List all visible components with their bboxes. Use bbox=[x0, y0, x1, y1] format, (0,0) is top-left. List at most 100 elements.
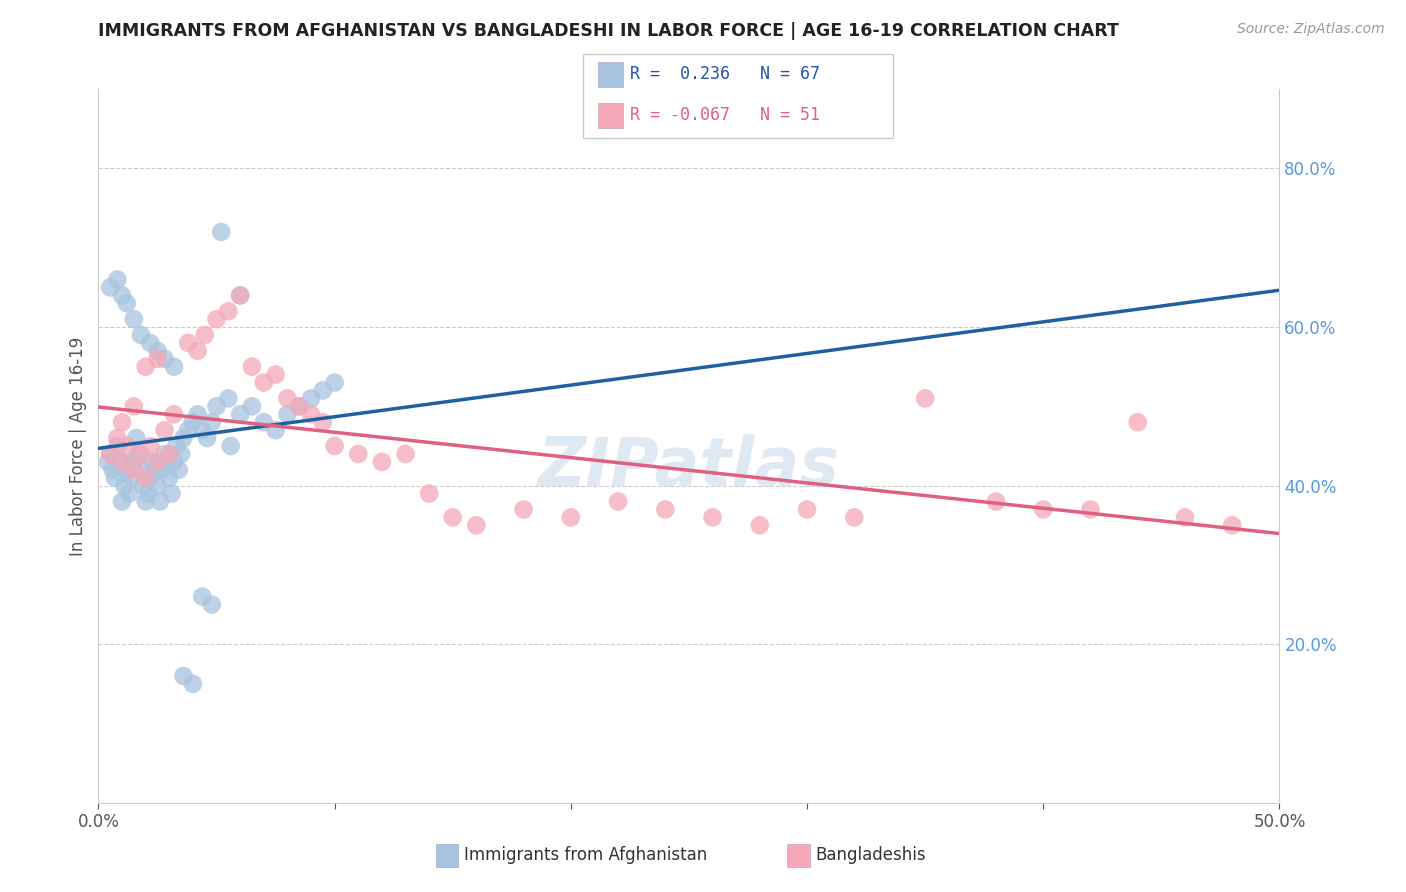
Point bbox=[560, 510, 582, 524]
Point bbox=[187, 343, 209, 358]
Point bbox=[101, 463, 124, 477]
Point bbox=[312, 415, 335, 429]
Point bbox=[136, 486, 159, 500]
Point bbox=[128, 447, 150, 461]
Point bbox=[654, 502, 676, 516]
Point bbox=[844, 510, 866, 524]
Point bbox=[172, 669, 194, 683]
Point bbox=[371, 455, 394, 469]
Text: R =  0.236   N = 67: R = 0.236 N = 67 bbox=[630, 65, 820, 83]
Point bbox=[132, 478, 155, 492]
Point bbox=[146, 478, 169, 492]
Point bbox=[229, 407, 252, 421]
Point bbox=[149, 494, 172, 508]
Point bbox=[163, 359, 186, 374]
Point bbox=[115, 296, 138, 310]
Y-axis label: In Labor Force | Age 16-19: In Labor Force | Age 16-19 bbox=[69, 336, 87, 556]
Point bbox=[201, 598, 224, 612]
Point bbox=[142, 455, 165, 469]
Point bbox=[394, 447, 416, 461]
Text: Immigrants from Afghanistan: Immigrants from Afghanistan bbox=[464, 847, 707, 864]
Point bbox=[122, 455, 145, 469]
Point bbox=[748, 518, 770, 533]
Point bbox=[217, 304, 239, 318]
Text: Bangladeshis: Bangladeshis bbox=[815, 847, 927, 864]
Point bbox=[288, 400, 311, 414]
Point bbox=[229, 288, 252, 302]
Point bbox=[118, 486, 141, 500]
Point bbox=[108, 455, 131, 469]
Point bbox=[181, 677, 204, 691]
Point bbox=[240, 400, 263, 414]
Point bbox=[111, 494, 134, 508]
Point bbox=[112, 478, 135, 492]
Point bbox=[111, 415, 134, 429]
Text: R = -0.067   N = 51: R = -0.067 N = 51 bbox=[630, 106, 820, 124]
Point bbox=[122, 463, 145, 477]
Point bbox=[217, 392, 239, 406]
Point bbox=[187, 407, 209, 421]
Point bbox=[441, 510, 464, 524]
Point bbox=[129, 463, 152, 477]
Point bbox=[219, 439, 242, 453]
Point bbox=[240, 359, 263, 374]
Text: IMMIGRANTS FROM AFGHANISTAN VS BANGLADESHI IN LABOR FORCE | AGE 16-19 CORRELATIO: IMMIGRANTS FROM AFGHANISTAN VS BANGLADES… bbox=[98, 22, 1119, 40]
Point bbox=[98, 280, 121, 294]
Point bbox=[146, 455, 169, 469]
Point bbox=[153, 447, 176, 461]
Point bbox=[111, 455, 134, 469]
Point bbox=[115, 463, 138, 477]
Point bbox=[135, 471, 157, 485]
Point bbox=[146, 343, 169, 358]
Point bbox=[1032, 502, 1054, 516]
Point bbox=[323, 376, 346, 390]
Point bbox=[139, 471, 162, 485]
Point bbox=[253, 376, 276, 390]
Point bbox=[191, 423, 214, 437]
Point bbox=[98, 447, 121, 461]
Point bbox=[205, 312, 228, 326]
Point bbox=[105, 272, 128, 286]
Point bbox=[702, 510, 724, 524]
Point bbox=[465, 518, 488, 533]
Point bbox=[1174, 510, 1197, 524]
Point bbox=[170, 447, 193, 461]
Point bbox=[156, 455, 179, 469]
Point bbox=[167, 463, 190, 477]
Point bbox=[125, 431, 148, 445]
Text: Source: ZipAtlas.com: Source: ZipAtlas.com bbox=[1237, 22, 1385, 37]
Point bbox=[163, 455, 186, 469]
Point bbox=[914, 392, 936, 406]
Point bbox=[312, 384, 335, 398]
Point bbox=[105, 431, 128, 445]
Point bbox=[276, 407, 298, 421]
Point bbox=[194, 328, 217, 343]
Point bbox=[418, 486, 440, 500]
Point bbox=[97, 455, 120, 469]
Point bbox=[323, 439, 346, 453]
Point bbox=[177, 423, 200, 437]
Point bbox=[98, 447, 121, 461]
Point bbox=[150, 463, 173, 477]
Point bbox=[153, 351, 176, 366]
Point bbox=[172, 431, 194, 445]
Point bbox=[201, 415, 224, 429]
Point bbox=[146, 351, 169, 366]
Point bbox=[195, 431, 218, 445]
Point bbox=[139, 439, 162, 453]
Point bbox=[135, 494, 157, 508]
Point bbox=[347, 447, 370, 461]
Point bbox=[153, 423, 176, 437]
Point bbox=[209, 225, 232, 239]
Point bbox=[122, 312, 145, 326]
Point bbox=[160, 486, 183, 500]
Point bbox=[181, 415, 204, 429]
Point bbox=[796, 502, 818, 516]
Point bbox=[157, 471, 180, 485]
Point bbox=[121, 471, 143, 485]
Point bbox=[512, 502, 534, 516]
Point bbox=[1080, 502, 1102, 516]
Point bbox=[135, 359, 157, 374]
Point bbox=[299, 407, 322, 421]
Point bbox=[299, 392, 322, 406]
